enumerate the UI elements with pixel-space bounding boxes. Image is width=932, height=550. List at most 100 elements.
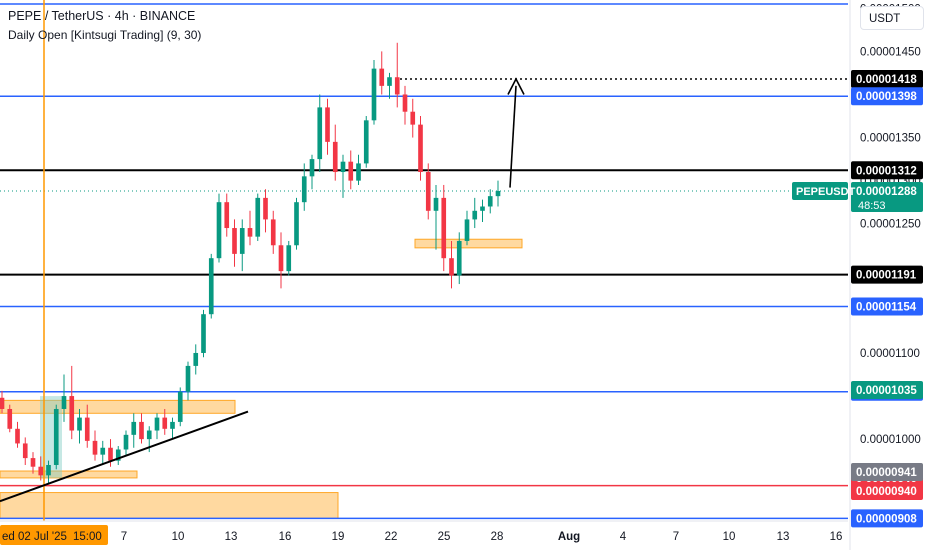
candle-body	[456, 240, 462, 276]
level-price-tag: 0.00001154	[856, 301, 917, 313]
candle-body	[38, 466, 44, 476]
candle-body	[387, 77, 392, 86]
candle-body	[418, 124, 423, 173]
price-tick-label: 0.00001250	[860, 219, 921, 231]
candle-body	[356, 163, 361, 181]
time-tick-label: 10	[172, 531, 185, 543]
current-price-label: 0.00001288	[856, 186, 917, 198]
level-price-tag-bg	[851, 69, 923, 88]
extra-price-tag: 0.00001035	[856, 385, 917, 397]
candle-body	[317, 107, 323, 160]
candle-body	[216, 202, 222, 259]
candle-body	[69, 396, 75, 431]
candle-body	[263, 197, 268, 220]
level-price-tag-bg	[851, 87, 923, 106]
candle-body	[480, 206, 485, 211]
time-tick-label: 7	[121, 531, 127, 543]
arrow-head	[507, 77, 525, 95]
level-price-tag: 0.00001418	[856, 74, 917, 86]
currency-button[interactable]: USDT	[860, 6, 924, 30]
time-cursor-tag-bg	[0, 525, 108, 545]
zones-layer	[0, 238, 523, 519]
time-tick-label: 19	[332, 531, 345, 543]
level-price-tag: 0.00000908	[856, 513, 917, 525]
candle-body	[15, 428, 20, 444]
extra-price-tag: 0.00000940	[856, 486, 917, 498]
zone-box	[0, 399, 236, 414]
price-tick-label: 0.00001350	[860, 133, 921, 145]
candle-body	[371, 68, 377, 121]
time-tick-label: Aug	[558, 531, 580, 543]
candle-body	[286, 245, 292, 272]
price-axis[interactable]: 0.00001450 0.00001350 0.00001250 0.00001100…	[792, 0, 932, 550]
candle-body	[53, 408, 59, 465]
candle-body	[294, 202, 299, 246]
candle-body	[449, 258, 454, 276]
time-tick-label: 4	[620, 531, 627, 543]
candle-body	[464, 219, 470, 241]
candle-body	[185, 365, 191, 392]
price-tick-label: 0.00001000	[860, 434, 921, 446]
candle-body	[495, 190, 501, 197]
candle-body	[425, 172, 431, 211]
candle-body	[239, 228, 245, 254]
time-tick-label: 25	[438, 531, 451, 543]
candle-body	[177, 391, 183, 422]
levels-layer	[0, 3, 848, 520]
level-price-tag: 0.00001312	[856, 165, 917, 177]
candle-body	[193, 352, 199, 366]
time-tick-label: 7	[673, 531, 679, 543]
candle-body	[108, 447, 113, 461]
zone-box	[0, 470, 138, 479]
candle-body	[30, 458, 36, 467]
symbol-tag-bg	[792, 181, 848, 200]
candle-body	[100, 447, 106, 455]
level-price-tag-bg	[851, 265, 923, 284]
symbol-title: PEPE / TetherUS · 4h · BINANCE	[8, 9, 196, 23]
candle-body	[379, 68, 385, 86]
candle-body	[332, 141, 338, 173]
candle-body	[208, 258, 214, 315]
candle-body	[348, 161, 354, 181]
candle-body	[22, 443, 28, 459]
time-tick-label: 10	[723, 531, 736, 543]
candle-body	[84, 417, 90, 441]
price-tick-label: 0.00001450	[860, 46, 921, 58]
candle-body	[201, 314, 206, 353]
candle-body	[154, 417, 160, 431]
candle-body	[123, 434, 129, 450]
candle-body	[487, 196, 493, 207]
time-cursor-label: 15:00	[73, 531, 102, 543]
projection-arrow	[509, 85, 517, 188]
trend-line	[0, 410, 249, 503]
zone-box	[0, 492, 339, 519]
candle-body	[278, 245, 284, 272]
time-tick-label: 22	[385, 531, 398, 543]
candle-body	[325, 107, 330, 142]
time-axis[interactable]: ed 02 Jul '25 15:00 7 10 13 16 19 22 25 28 Aug 4 7 10…	[0, 520, 848, 550]
candle-body	[309, 159, 315, 177]
time-tick-label: 16	[279, 531, 292, 543]
candle-body	[232, 228, 237, 254]
candle-body	[402, 94, 408, 112]
time-tick-label: 28	[491, 531, 504, 543]
candle-body	[363, 120, 369, 164]
candle-body	[170, 421, 175, 429]
candle-body	[146, 430, 152, 440]
candle-body	[340, 161, 346, 173]
level-price-tag-bg	[851, 297, 923, 316]
candle-body	[410, 111, 416, 125]
candle-body	[433, 197, 439, 211]
extra-price-tag: 0.00000941	[856, 467, 917, 479]
time-cursor-label: ed 02 Jul '25	[2, 531, 67, 543]
drawings-layer	[0, 0, 525, 521]
candle-body	[77, 417, 82, 431]
candle-body	[139, 421, 144, 440]
candle-body	[61, 396, 67, 409]
candle-body	[115, 449, 121, 461]
current-price-tag-bg	[851, 181, 923, 212]
candle-body	[162, 417, 168, 429]
price-tick-label: 0.00001100	[860, 348, 920, 360]
candle-body	[0, 397, 5, 409]
